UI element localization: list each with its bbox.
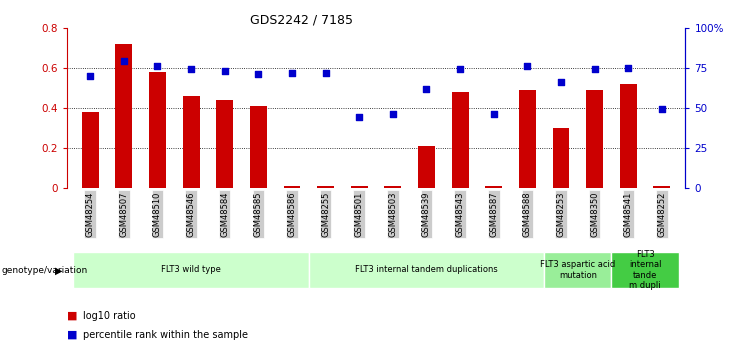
Bar xyxy=(620,84,637,188)
Text: GSM48255: GSM48255 xyxy=(321,191,330,237)
Point xyxy=(555,79,567,85)
Text: GSM48350: GSM48350 xyxy=(590,191,599,237)
Text: GSM48507: GSM48507 xyxy=(119,191,128,237)
Text: GSM48510: GSM48510 xyxy=(153,191,162,237)
Text: GSM48586: GSM48586 xyxy=(288,191,296,237)
Text: ■: ■ xyxy=(67,311,77,321)
Text: genotype/variation: genotype/variation xyxy=(1,266,87,275)
Text: FLT3 internal tandem duplications: FLT3 internal tandem duplications xyxy=(355,265,498,275)
Bar xyxy=(553,128,569,188)
Text: GSM48587: GSM48587 xyxy=(489,191,498,237)
Text: percentile rank within the sample: percentile rank within the sample xyxy=(83,330,248,339)
Point xyxy=(588,67,600,72)
Point xyxy=(185,67,197,72)
Text: GSM48588: GSM48588 xyxy=(523,191,532,237)
Bar xyxy=(452,92,468,188)
Bar xyxy=(350,186,368,188)
Text: GSM48541: GSM48541 xyxy=(624,191,633,237)
Point xyxy=(253,71,265,77)
Bar xyxy=(250,106,267,188)
Point xyxy=(219,68,230,74)
Point xyxy=(152,63,164,69)
Text: GSM48503: GSM48503 xyxy=(388,191,397,237)
Bar xyxy=(183,96,199,188)
Text: FLT3 aspartic acid
mutation: FLT3 aspartic acid mutation xyxy=(540,260,616,280)
Bar xyxy=(284,186,300,188)
Text: FLT3
internal
tande
m dupli: FLT3 internal tande m dupli xyxy=(629,250,661,290)
Text: GSM48585: GSM48585 xyxy=(254,191,263,237)
Text: GSM48501: GSM48501 xyxy=(355,191,364,237)
Text: GSM48539: GSM48539 xyxy=(422,191,431,237)
Point xyxy=(522,63,534,69)
Bar xyxy=(149,72,166,188)
Point xyxy=(319,70,331,75)
Bar xyxy=(418,146,435,188)
Title: GDS2242 / 7185: GDS2242 / 7185 xyxy=(250,13,353,27)
Point xyxy=(622,65,634,70)
Text: GSM48543: GSM48543 xyxy=(456,191,465,237)
Bar xyxy=(216,100,233,188)
Text: GSM48253: GSM48253 xyxy=(556,191,565,237)
Bar xyxy=(586,90,603,188)
Text: GSM48252: GSM48252 xyxy=(657,191,666,237)
Bar xyxy=(485,186,502,188)
Text: log10 ratio: log10 ratio xyxy=(83,311,136,321)
Text: ▶: ▶ xyxy=(55,266,62,276)
Text: GSM48584: GSM48584 xyxy=(220,191,229,237)
FancyBboxPatch shape xyxy=(309,252,544,288)
Point xyxy=(118,59,130,64)
Bar xyxy=(654,186,671,188)
Text: ■: ■ xyxy=(67,330,77,339)
Bar xyxy=(82,112,99,188)
Point xyxy=(286,70,298,75)
Point xyxy=(353,115,365,120)
Bar xyxy=(317,186,334,188)
Text: GSM48254: GSM48254 xyxy=(86,191,95,237)
Point xyxy=(84,73,96,78)
FancyBboxPatch shape xyxy=(544,252,611,288)
Text: FLT3 wild type: FLT3 wild type xyxy=(162,265,221,275)
Point xyxy=(421,86,433,91)
FancyBboxPatch shape xyxy=(73,252,309,288)
Point xyxy=(387,111,399,117)
Point xyxy=(454,67,466,72)
Bar xyxy=(519,90,536,188)
FancyBboxPatch shape xyxy=(611,252,679,288)
Point xyxy=(488,111,499,117)
Text: GSM48546: GSM48546 xyxy=(187,191,196,237)
Bar xyxy=(385,186,402,188)
Point xyxy=(656,107,668,112)
Bar xyxy=(116,43,132,188)
